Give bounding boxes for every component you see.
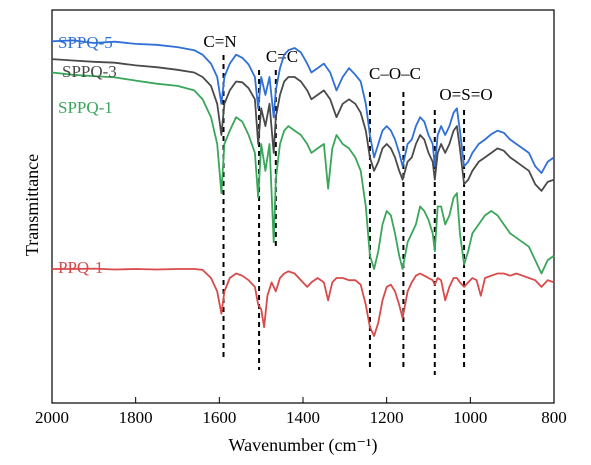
x-tick-label-1200: 1200	[370, 408, 404, 427]
annotation-label: C–O–C	[369, 64, 421, 83]
annotation-label: C=C	[266, 47, 298, 66]
x-axis-ticks: 2000 1800 1600 1400 1200 1000 800	[35, 397, 567, 427]
series-line-sppq-1	[51, 71, 555, 275]
x-axis-label: Wavenumber (cm⁻¹)	[229, 435, 378, 456]
x-tick-label-1800: 1800	[119, 408, 153, 427]
x-tick-label-1400: 1400	[286, 408, 320, 427]
series-line-sppq-3	[51, 58, 555, 192]
series-label-sppq-5: SPPQ-5	[58, 33, 113, 52]
series-label-sppq-3: SPPQ-3	[62, 62, 117, 81]
series-group	[51, 39, 555, 337]
y-axis-label: Transmittance	[22, 154, 42, 256]
x-tick-label-800: 800	[541, 408, 567, 427]
series-label-ppq-1: PPQ-1	[58, 258, 103, 277]
annotation-lines: C=N C=C C–O–C O=S=O	[203, 32, 493, 375]
series-line-sppq-5	[51, 39, 555, 174]
x-tick-label-1000: 1000	[453, 408, 487, 427]
labels-group: SPPQ-5 SPPQ-3 SPPQ-1 PPQ-1	[58, 33, 117, 277]
series-label-sppq-1: SPPQ-1	[58, 98, 113, 117]
x-tick-label-1600: 1600	[202, 408, 236, 427]
plot-frame	[51, 9, 555, 404]
x-tick-label-2000: 2000	[35, 408, 69, 427]
series-line-ppq-1	[52, 267, 555, 337]
annotation-label: O=S=O	[439, 85, 492, 104]
annotation-label: C=N	[203, 32, 236, 51]
